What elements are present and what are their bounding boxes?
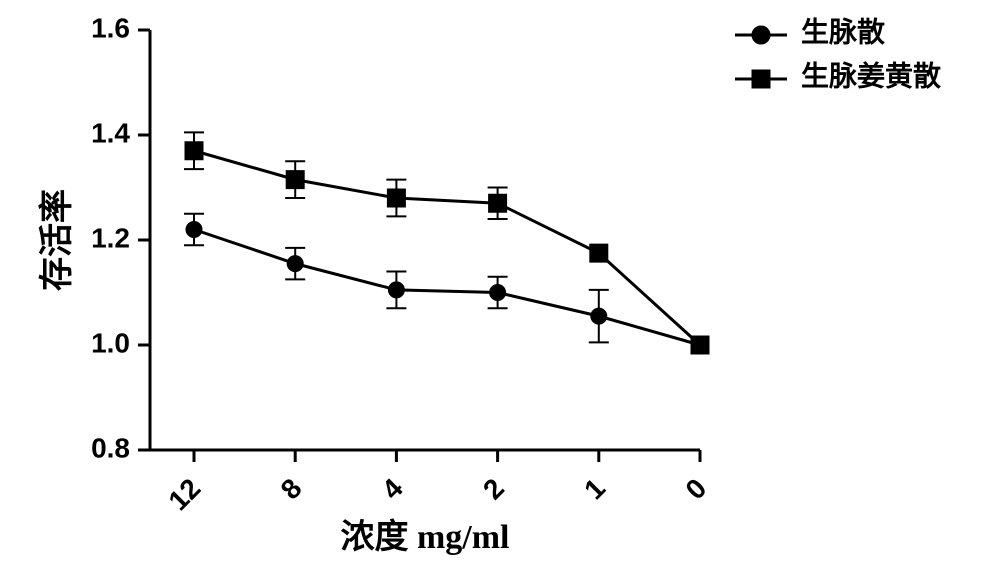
series-line-shengmai-jianghuang-san xyxy=(194,151,700,345)
series-marker-shengmai-jianghuang-san xyxy=(387,189,405,207)
series-marker-shengmai-jianghuang-san xyxy=(691,336,709,354)
legend-label: 生脉散 xyxy=(801,16,885,48)
series-marker-shengmaisan xyxy=(591,308,607,324)
x-axis-label: 浓度 mg/ml xyxy=(340,518,509,556)
y-tick-label: 1.6 xyxy=(91,12,130,43)
legend-swatch-marker xyxy=(752,70,770,88)
y-tick-label: 1.4 xyxy=(91,117,130,148)
series-marker-shengmai-jianghuang-san xyxy=(286,171,304,189)
series-marker-shengmaisan xyxy=(287,256,303,272)
y-tick-label: 1.0 xyxy=(91,327,130,358)
series-marker-shengmaisan xyxy=(490,285,506,301)
series-line-shengmaisan xyxy=(194,230,700,346)
x-tick-label: 12 xyxy=(162,472,206,516)
x-tick-label: 0 xyxy=(679,472,712,505)
series-marker-shengmai-jianghuang-san xyxy=(590,244,608,262)
y-tick-label: 0.8 xyxy=(91,432,130,463)
series-marker-shengmai-jianghuang-san xyxy=(489,194,507,212)
series-marker-shengmaisan xyxy=(388,282,404,298)
legend-swatch-marker xyxy=(752,26,770,44)
x-tick-label: 4 xyxy=(376,472,409,505)
series-marker-shengmaisan xyxy=(186,222,202,238)
y-axis-label: 存活率 xyxy=(38,189,76,291)
x-tick-label: 2 xyxy=(477,472,510,505)
x-tick-label: 8 xyxy=(275,472,308,505)
line-chart: 0.8 1.0 1.2 1.4 1.6 存活率 12 8 4 2 1 0 浓度 mg/ml 生脉散生脉姜黄… xyxy=(0,0,1000,578)
x-tick-label: 1 xyxy=(578,472,611,505)
legend-label: 生脉姜黄散 xyxy=(801,59,941,92)
series-marker-shengmai-jianghuang-san xyxy=(185,142,203,160)
y-tick-label: 1.2 xyxy=(91,222,130,253)
